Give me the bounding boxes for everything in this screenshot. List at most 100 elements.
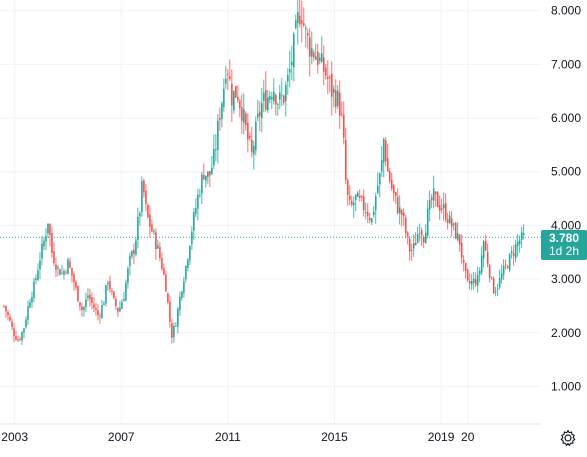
candle-body (183, 281, 185, 293)
candle-body (113, 291, 115, 299)
candle-body (430, 197, 433, 200)
candle-body (23, 328, 25, 333)
candle-body (324, 67, 327, 76)
candle-body (516, 241, 519, 247)
candle-body (259, 111, 261, 117)
price-axis[interactable]: 1.000 2.000 3.000 4.000 5.000 6.000 7.000 8.000 (551, 4, 581, 394)
candle-body (426, 208, 429, 236)
candle-body (19, 338, 21, 340)
time-axis[interactable]: 2003 2007 2011 2015 2019 20 (1, 430, 474, 444)
gear-icon (560, 429, 576, 446)
candle-body (372, 211, 375, 216)
current-price-label: 3.780 (548, 231, 580, 246)
candle-body (319, 57, 321, 62)
candle-body (315, 56, 317, 60)
candle-body (257, 113, 259, 118)
candle-body (21, 332, 23, 341)
candle-body (400, 210, 403, 215)
candle-body (225, 78, 227, 84)
candle-body (295, 20, 297, 29)
candle-body (380, 160, 383, 172)
candle-body (486, 251, 489, 265)
candle-body (51, 232, 53, 253)
candle-body (5, 305, 7, 312)
candle-body (342, 114, 345, 138)
candle-body (121, 302, 123, 309)
candle-body (326, 76, 329, 79)
candle-body (221, 102, 223, 120)
candle-body (305, 27, 307, 29)
candle-body (432, 188, 435, 201)
candle-body (392, 185, 395, 193)
candle-body (209, 171, 211, 176)
candle-body (107, 282, 109, 285)
candle-body (422, 236, 425, 243)
candle-body (189, 246, 191, 261)
candle-body (420, 230, 423, 236)
y-tick-label: 3.000 (551, 272, 581, 286)
candle-body (428, 199, 431, 210)
candle-body (155, 232, 157, 250)
candle-body (398, 207, 401, 214)
candle-body (45, 236, 47, 242)
candle-body (161, 257, 163, 269)
candle-body (149, 214, 151, 227)
candle-body (105, 284, 107, 304)
candle-body (223, 88, 225, 108)
candle-body (193, 212, 195, 231)
candle-body (53, 251, 55, 264)
bar-countdown-label: 1d 2h (548, 244, 580, 259)
candle-body (63, 271, 65, 275)
x-tick-label: 20 (461, 430, 475, 444)
candle-body (313, 52, 315, 58)
candle-body (227, 74, 229, 76)
candle-body (203, 175, 205, 180)
candle-body (91, 297, 93, 303)
candle-body (71, 267, 73, 276)
candle-body (119, 307, 121, 312)
candle-body (11, 321, 13, 327)
candle-body (81, 306, 83, 310)
candle-body (245, 113, 247, 126)
candle-body (133, 249, 135, 254)
candle-body (163, 268, 165, 275)
candle-body (484, 240, 487, 251)
candle-body (311, 48, 313, 57)
x-tick-label: 2011 (215, 430, 241, 444)
candle-body (15, 336, 17, 340)
candle-body (217, 120, 219, 150)
candle-body (167, 293, 169, 303)
candle-body (412, 243, 415, 249)
candle-body (39, 260, 41, 270)
candle-body (205, 175, 207, 181)
candle-body (293, 33, 295, 68)
candle-body (87, 295, 89, 298)
candle-body (147, 204, 149, 218)
candle-body (33, 281, 35, 298)
y-tick-label: 2.000 (551, 326, 581, 340)
candle-body (115, 299, 117, 307)
y-tick-label: 4.000 (551, 218, 581, 232)
candle-body (321, 53, 323, 62)
candle-body (394, 192, 397, 196)
candle-body (444, 202, 447, 220)
candle-body (151, 224, 153, 232)
settings-gear-button[interactable] (558, 428, 578, 448)
candle-body (131, 251, 133, 257)
candle-body (334, 90, 337, 107)
candle-body (127, 268, 129, 283)
candle-body (275, 95, 277, 105)
candle-body (191, 231, 193, 245)
candle-body (478, 270, 481, 275)
candle-body (249, 136, 251, 139)
candle-body (125, 282, 127, 300)
candle-body (137, 217, 139, 240)
candle-body (181, 291, 183, 299)
candle-body (466, 269, 469, 280)
candle-body (69, 261, 71, 268)
candle-body (303, 23, 305, 25)
candle-body (366, 211, 369, 217)
candle-body (97, 310, 99, 316)
